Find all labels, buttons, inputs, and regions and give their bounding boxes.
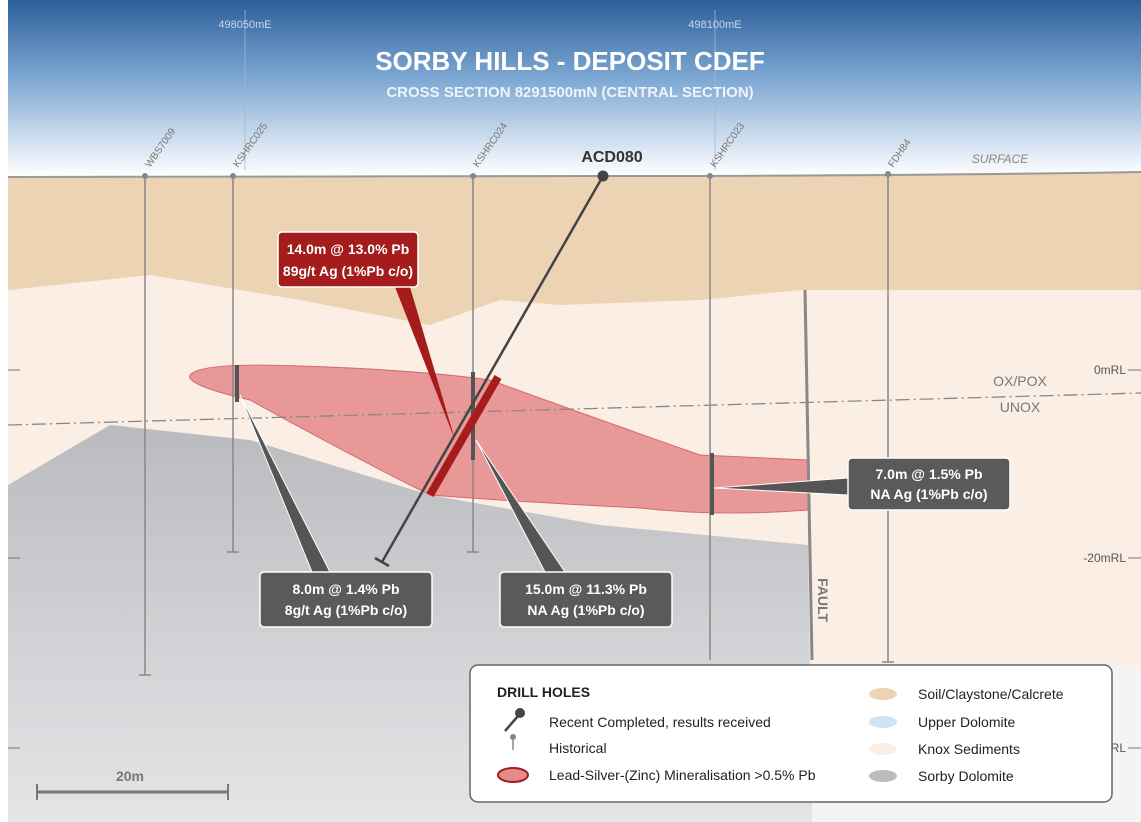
easting-label: 498050mE <box>218 19 271 31</box>
scale-label: 20m <box>116 768 144 784</box>
subtitle: CROSS SECTION 8291500mN (CENTRAL SECTION… <box>386 84 753 101</box>
zone-label: UNOX <box>1000 399 1041 415</box>
legend-swatch <box>869 743 897 755</box>
collar <box>885 171 891 177</box>
legend-item: Lead-Silver-(Zinc) Mineralisation >0.5% … <box>549 767 816 783</box>
legend-swatch <box>869 716 897 728</box>
collar <box>598 171 609 182</box>
callout-text: NA Ag (1%Pb c/o) <box>870 486 987 502</box>
zone-label: OX/POX <box>993 373 1047 389</box>
title: SORBY HILLS - DEPOSIT CDEF <box>375 46 765 76</box>
legend-title: DRILL HOLES <box>497 684 590 700</box>
zone-label: FAULT <box>815 578 831 623</box>
legend-icon <box>498 768 528 782</box>
cross-section: 498050mE 498100mE SORBY HILLS - DEPOSIT … <box>0 0 1141 822</box>
legend-swatch <box>869 688 897 700</box>
collar <box>470 173 476 179</box>
legend-icon <box>515 708 525 718</box>
rl-label: 0mRL <box>1094 363 1126 377</box>
callout-text: 14.0m @ 13.0% Pb <box>287 241 410 257</box>
callout-text: 7.0m @ 1.5% Pb <box>875 466 982 482</box>
callout-text: 8g/t Ag (1%Pb c/o) <box>285 602 407 618</box>
callout-text: 89g/t Ag (1%Pb c/o) <box>283 263 413 279</box>
page: 498050mE 498100mE SORBY HILLS - DEPOSIT … <box>0 0 1141 822</box>
legend-item: Soil/Claystone/Calcrete <box>918 686 1064 702</box>
hole-label: ACD080 <box>581 149 642 166</box>
rl-label: RL <box>1111 741 1127 755</box>
legend-item: Historical <box>549 740 607 756</box>
legend-icon <box>510 734 516 740</box>
rl-label: -20mRL <box>1083 551 1126 565</box>
callout-text: 8.0m @ 1.4% Pb <box>292 581 399 597</box>
legend-item: Sorby Dolomite <box>918 768 1014 784</box>
callout-text: 15.0m @ 11.3% Pb <box>525 581 647 597</box>
callout-text: NA Ag (1%Pb c/o) <box>527 602 644 618</box>
collar <box>707 173 713 179</box>
easting-label: 498100mE <box>688 19 741 31</box>
legend-item: Recent Completed, results received <box>549 714 771 730</box>
legend-item: Upper Dolomite <box>918 714 1015 730</box>
surface-label: SURFACE <box>972 152 1029 166</box>
collar <box>142 173 148 179</box>
legend: DRILL HOLES Recent Completed, results re… <box>470 665 1112 802</box>
legend-item: Knox Sediments <box>918 741 1020 757</box>
collar <box>230 173 236 179</box>
legend-swatch <box>869 770 897 782</box>
